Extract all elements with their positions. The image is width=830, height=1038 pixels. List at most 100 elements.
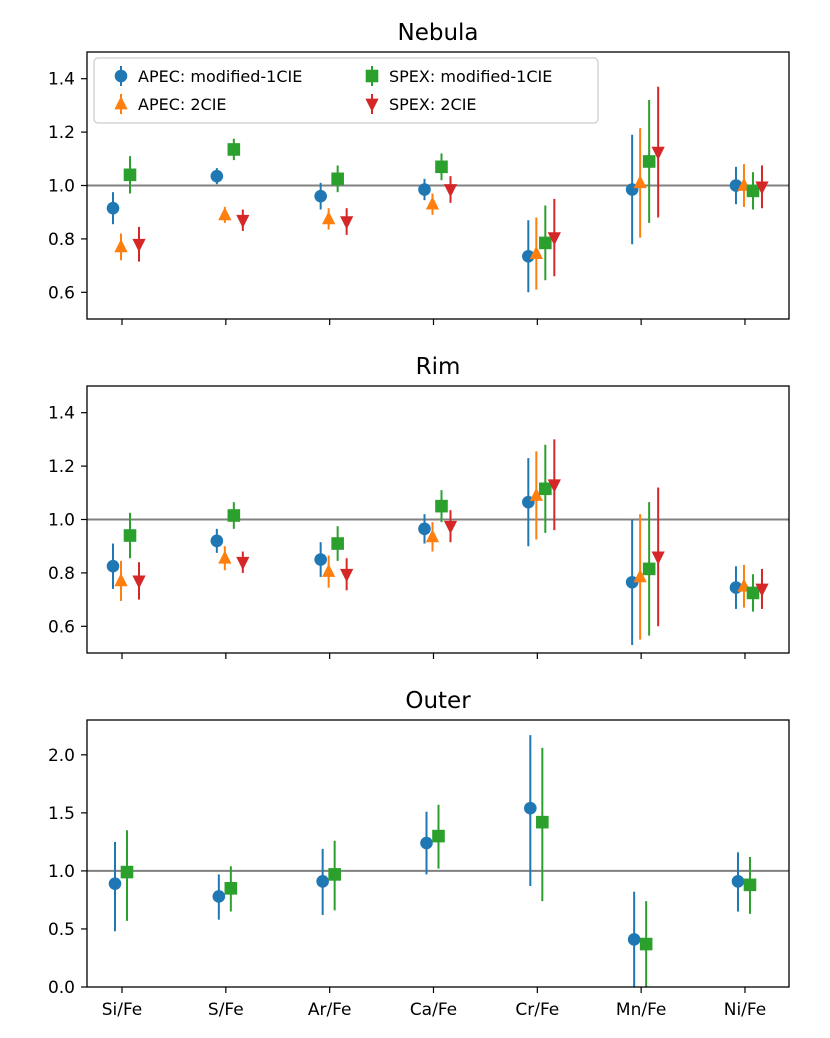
y-tick-label: 1.0 bbox=[48, 862, 75, 882]
y-tick-label: 0.8 bbox=[48, 230, 75, 250]
data-point-ar-fe bbox=[316, 875, 329, 888]
data-point-cr-fe bbox=[547, 479, 561, 493]
legend-marker bbox=[365, 69, 379, 83]
data-point-ar-fe bbox=[314, 189, 327, 203]
data-point-mn-fe bbox=[633, 174, 647, 189]
data-point-ar-fe bbox=[322, 563, 336, 577]
x-tick-label-ni-fe: Ni/Fe bbox=[724, 1000, 766, 1020]
y-tick-label: 1.2 bbox=[48, 457, 75, 477]
data-point-s-fe bbox=[218, 550, 232, 564]
legend: APEC: modified-1CIE APEC: 2CIE SPEX: modif… bbox=[93, 57, 599, 124]
data-point-mn-fe bbox=[651, 551, 665, 565]
series-spex-2cie bbox=[132, 86, 769, 277]
data-point-si-fe bbox=[108, 877, 122, 890]
series-spex-modified-1cie bbox=[120, 747, 757, 987]
data-point-cr-fe bbox=[524, 801, 537, 815]
data-point-si-fe bbox=[114, 573, 128, 587]
data-point-ar-fe bbox=[331, 537, 344, 550]
x-tick-label-s-fe: S/Fe bbox=[208, 1000, 244, 1020]
data-point-mn-fe bbox=[633, 569, 647, 583]
y-tick-label: 1.4 bbox=[48, 70, 75, 90]
data-point-cr-fe bbox=[522, 249, 535, 263]
series-apec-modified-1cie bbox=[108, 735, 745, 987]
legend-label: SPEX: modified-1CIE bbox=[389, 67, 552, 86]
data-point-ar-fe bbox=[314, 553, 327, 566]
y-tick-label: 0.6 bbox=[48, 617, 75, 637]
data-point-ca-fe bbox=[443, 520, 458, 535]
data-point-si-fe bbox=[106, 201, 120, 215]
data-point-cr-fe bbox=[539, 482, 552, 496]
data-point-ar-fe bbox=[322, 211, 336, 225]
data-point-ca-fe bbox=[420, 836, 433, 850]
data-point-cr-fe bbox=[536, 815, 549, 829]
data-point-ni-fe bbox=[755, 181, 769, 195]
data-point-si-fe bbox=[132, 238, 146, 253]
series-spex-modified-1cie bbox=[123, 444, 760, 636]
panel-title: Outer bbox=[405, 688, 471, 714]
data-point-cr-fe bbox=[529, 245, 543, 259]
data-point-s-fe bbox=[224, 882, 238, 895]
data-point-ni-fe bbox=[746, 586, 760, 600]
data-point-si-fe bbox=[106, 559, 120, 573]
legend-marker bbox=[114, 96, 128, 110]
data-point-cr-fe bbox=[547, 232, 561, 246]
data-point-ni-fe bbox=[746, 184, 760, 198]
panel-title: Nebula bbox=[397, 20, 478, 46]
y-tick-label: 1.2 bbox=[48, 123, 75, 143]
series-apec-modified-1cie bbox=[106, 134, 743, 293]
data-point-ni-fe bbox=[743, 878, 757, 892]
data-point-ni-fe bbox=[731, 875, 745, 888]
data-point-s-fe bbox=[236, 556, 250, 571]
legend-entry-apec-modified-1cie: APEC: modified-1CIE bbox=[114, 66, 302, 86]
data-point-ca-fe bbox=[418, 522, 431, 536]
data-point-s-fe bbox=[227, 509, 241, 522]
legend-entry-apec-2cie: APEC: 2CIE bbox=[114, 94, 227, 114]
data-point-s-fe bbox=[210, 534, 224, 548]
legend-box bbox=[93, 57, 599, 124]
x-tick-label-cr-fe: Cr/Fe bbox=[515, 1000, 559, 1020]
legend-label: SPEX: 2CIE bbox=[389, 95, 477, 114]
data-point-s-fe bbox=[212, 890, 226, 903]
legend-entry-spex-modified-1cie: SPEX: modified-1CIE bbox=[365, 66, 552, 86]
data-point-mn-fe bbox=[642, 155, 656, 168]
panel-nebula: Nebula 0.6 0.8 1.0 1.2 1.4 APEC: modified-1CIE… bbox=[48, 20, 790, 325]
series-apec-2cie bbox=[114, 128, 751, 290]
data-point-si-fe bbox=[120, 865, 134, 879]
data-point-ar-fe bbox=[331, 172, 344, 186]
plot-frame bbox=[86, 51, 790, 320]
data-point-ca-fe bbox=[418, 183, 431, 196]
data-point-mn-fe bbox=[642, 562, 656, 576]
data-point-si-fe bbox=[123, 529, 137, 542]
data-point-s-fe bbox=[218, 206, 232, 221]
series-apec-2cie bbox=[114, 451, 751, 640]
panel-outer: Outer 0.0 0.5 1.0 1.5 2.0 Si/Fe S/Fe Ar/Fe Ca/Fe C… bbox=[48, 688, 790, 1020]
data-point-si-fe bbox=[132, 575, 146, 589]
data-point-ca-fe bbox=[425, 528, 440, 543]
data-point-ca-fe bbox=[435, 499, 448, 513]
data-point-si-fe bbox=[114, 239, 128, 253]
plot-frame bbox=[86, 719, 790, 988]
data-point-mn-fe bbox=[627, 933, 641, 946]
data-point-ca-fe bbox=[435, 160, 448, 174]
data-point-ar-fe bbox=[328, 868, 341, 881]
data-point-ca-fe bbox=[432, 829, 445, 843]
y-tick-label: 0.6 bbox=[48, 283, 75, 303]
legend-marker bbox=[365, 98, 379, 112]
legend-entry-spex-2cie: SPEX: 2CIE bbox=[365, 94, 477, 114]
y-tick-label: 2.0 bbox=[48, 746, 75, 766]
y-tick-label: 0.0 bbox=[48, 978, 75, 998]
y-tick-label: 1.0 bbox=[48, 177, 75, 197]
data-point-cr-fe bbox=[539, 236, 552, 250]
plot-frame bbox=[86, 385, 790, 654]
panel-title: Rim bbox=[416, 354, 461, 380]
data-point-mn-fe bbox=[651, 146, 665, 160]
x-tick-label-si-fe: Si/Fe bbox=[102, 1000, 143, 1020]
legend-label: APEC: modified-1CIE bbox=[138, 67, 302, 86]
data-point-mn-fe bbox=[639, 937, 653, 951]
y-tick-label: 1.0 bbox=[48, 511, 75, 531]
data-point-ni-fe bbox=[755, 583, 769, 597]
x-tick-label-mn-fe: Mn/Fe bbox=[616, 1000, 666, 1020]
data-point-cr-fe bbox=[529, 487, 543, 501]
series-spex-modified-1cie bbox=[123, 100, 760, 281]
